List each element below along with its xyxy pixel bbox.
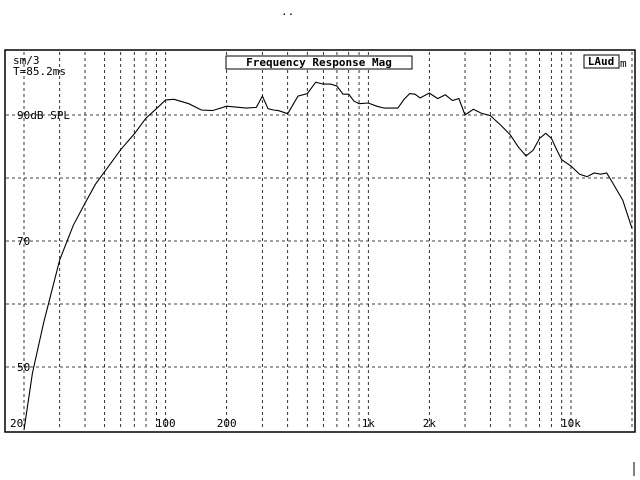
y-tick-label: 90dB SPL [17,109,70,122]
laud-badge: LAud [588,55,615,68]
chart-title: Frequency Response Mag [246,56,392,69]
y-tick-label: 70 [17,235,30,248]
x-tick-label: 10k [561,417,581,430]
x-tick-label: 100 [156,417,176,430]
badge-box [583,54,620,69]
title-box [225,55,413,70]
x-tick-labels: 20 100 200 1k 2k 10k [10,417,581,430]
top-marks: .. [281,5,294,18]
info-line-time: T=85.2ms [13,65,66,78]
y-tick-labels: 90dB SPL 70 50 [17,109,70,374]
response-curve [23,81,633,431]
x-tick-label: 1k [362,417,376,430]
badge-suffix: m [620,57,627,70]
x-tick-label: 2k [423,417,437,430]
y-tick-label: 50 [17,361,30,374]
grid [6,52,634,430]
x-tick-label: 20 [10,417,23,430]
x-tick-label: 200 [217,417,237,430]
info-line-smoothing: sm/3 [13,54,40,67]
